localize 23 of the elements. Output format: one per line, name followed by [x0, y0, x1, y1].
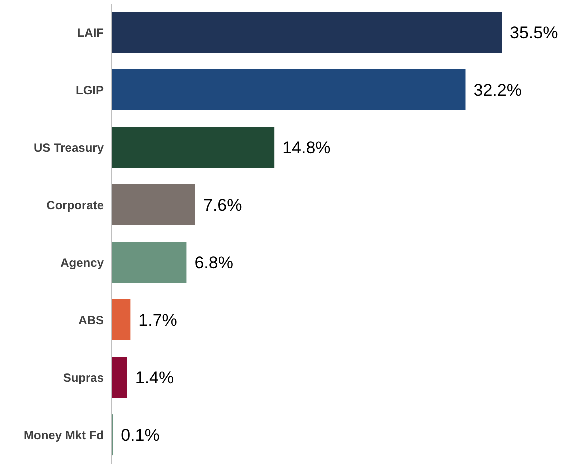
data-label: 14.8%	[282, 138, 331, 158]
data-label: 7.6%	[203, 196, 242, 216]
data-label: 1.4%	[135, 368, 174, 388]
bar	[112, 357, 128, 398]
y-tick-label: US Treasury	[34, 141, 104, 156]
bar	[112, 12, 502, 54]
bar	[112, 242, 187, 284]
bar	[112, 300, 131, 341]
data-label: 6.8%	[194, 254, 234, 273]
bar	[112, 184, 196, 226]
y-tick-label: Agency	[60, 256, 104, 270]
y-tick-label: Corporate	[46, 198, 104, 213]
data-label: 35.5%	[510, 24, 558, 43]
data-label: 1.7%	[138, 311, 178, 330]
y-tick-label: ABS	[78, 314, 104, 328]
y-tick-label: Money Mkt Fd	[24, 428, 104, 443]
bar	[112, 127, 275, 168]
y-tick-label: LAIF	[77, 26, 104, 40]
bar	[112, 70, 466, 111]
y-tick-label: LGIP	[76, 84, 104, 98]
data-label: 32.2%	[474, 81, 522, 100]
y-tick-label: Supras	[63, 371, 104, 386]
data-label: 0.1%	[121, 426, 160, 446]
